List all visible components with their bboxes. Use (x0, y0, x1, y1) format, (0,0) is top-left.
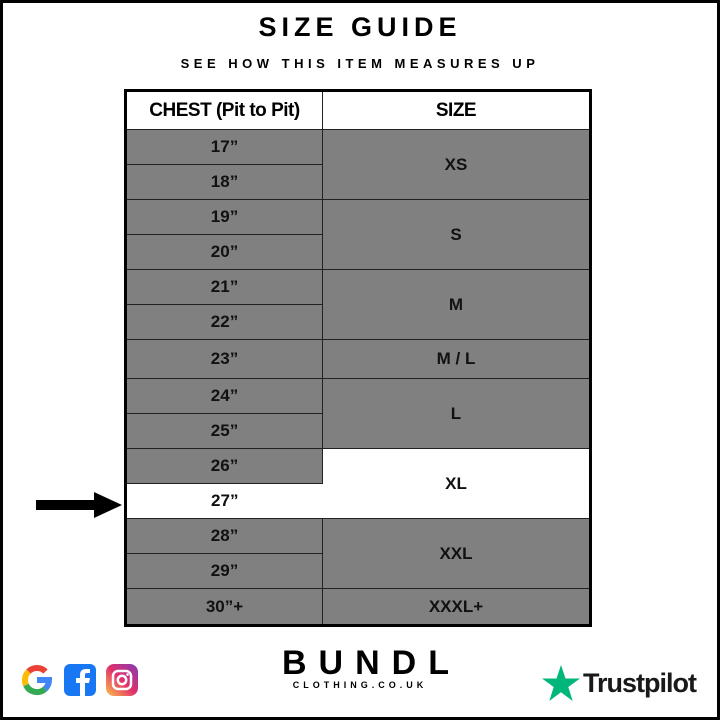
chest-cell: 20” (125, 234, 323, 270)
trustpilot-label: Trustpilot (583, 667, 697, 698)
page-subtitle: SEE HOW THIS ITEM MEASURES UP (180, 56, 540, 71)
size-cell: XXXL+ (322, 588, 591, 626)
chest-cell: 22” (125, 304, 323, 340)
chest-cell: 18” (125, 164, 323, 200)
chest-cell: 29” (125, 553, 323, 589)
header-chest: CHEST (Pit to Pit) (125, 90, 323, 130)
size-cell: XS (322, 129, 591, 200)
chest-cell: 24” (125, 378, 323, 414)
brand-logo: BUNDL CLOTHING.CO.UK (270, 646, 450, 690)
size-cell: M / L (322, 339, 591, 379)
size-cell: M (322, 269, 591, 340)
trustpilot-logo[interactable]: Trustpilot (542, 665, 697, 701)
chest-cell: 26” (125, 448, 323, 484)
instagram-icon[interactable] (106, 663, 138, 697)
star-icon (542, 665, 580, 701)
size-cell-highlighted: XL (322, 448, 591, 519)
facebook-icon[interactable] (64, 663, 96, 697)
page-title: SIZE GUIDE (258, 12, 462, 42)
chest-cell: 30”+ (125, 588, 323, 626)
brand-url: CLOTHING.CO.UK (292, 680, 428, 690)
chest-cell: 19” (125, 199, 323, 235)
size-table: CHEST (Pit to Pit) SIZE 17” XS 18” 19” S 2… (124, 89, 592, 627)
google-icon[interactable] (20, 663, 54, 697)
chest-cell: 23” (125, 339, 323, 379)
size-cell: XXL (322, 518, 591, 589)
chest-cell: 28” (125, 518, 323, 554)
chest-cell-highlighted: 27” (125, 483, 323, 519)
arrow-right-icon (36, 492, 122, 518)
size-cell: L (322, 378, 591, 449)
header-size: SIZE (322, 90, 591, 130)
social-icons (20, 663, 138, 697)
chest-cell: 25” (125, 413, 323, 449)
table-header: CHEST (Pit to Pit) SIZE (125, 90, 591, 130)
chest-cell: 17” (125, 129, 323, 165)
size-cell: S (322, 199, 591, 270)
chest-cell: 21” (125, 269, 323, 305)
brand-name: BUNDL (282, 644, 461, 682)
